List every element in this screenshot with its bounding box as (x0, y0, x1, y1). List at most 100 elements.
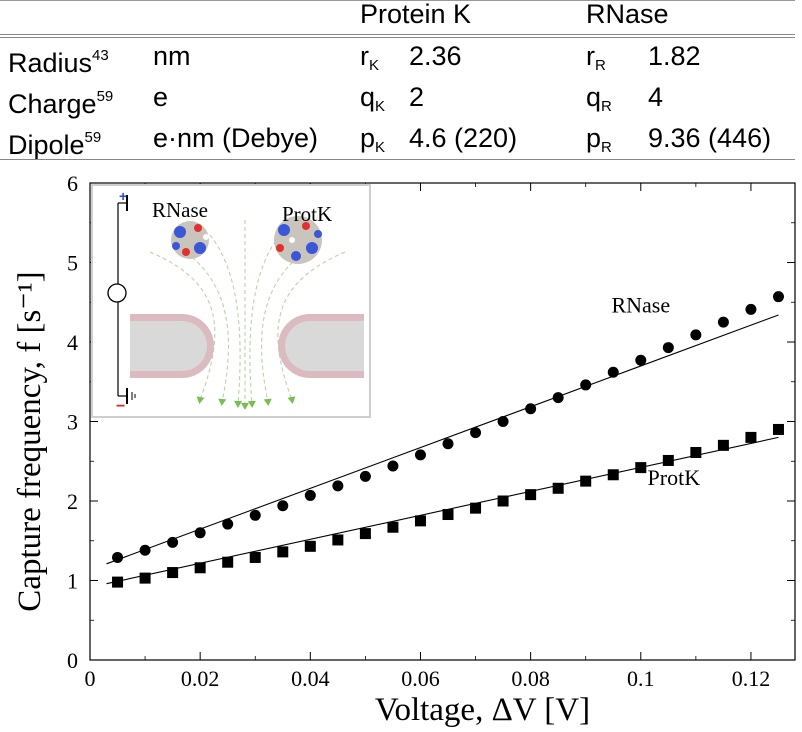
row-label: Dipole59 (8, 129, 102, 160)
point-rnase (139, 544, 151, 556)
x-tick-label: 0.04 (291, 666, 330, 691)
x-tick-label: 0.08 (511, 666, 550, 691)
point-rnase (359, 470, 371, 482)
y-tick-label: 2 (67, 489, 78, 514)
row-unit: e (153, 82, 169, 112)
point-protk (580, 475, 592, 487)
y-tick-label: 4 (67, 330, 78, 355)
k-symbol: qK (360, 82, 386, 115)
row-label: Radius43 (8, 47, 109, 78)
point-protk (112, 576, 124, 588)
k-value: 2.36 (409, 41, 462, 71)
header-rnase: RNase (586, 0, 669, 29)
row-label: Charge59 (8, 88, 114, 119)
point-rnase (635, 354, 647, 366)
point-protk (359, 528, 371, 540)
x-tick-label: 0.06 (401, 666, 440, 691)
table-bottom-rule (0, 159, 795, 160)
pore-schematic-inset: + − (91, 184, 371, 418)
x-tick-label: 0.12 (732, 666, 771, 691)
point-protk (222, 556, 234, 568)
point-protk (607, 469, 619, 481)
point-protk (414, 515, 426, 527)
y-tick-label: 1 (67, 569, 78, 594)
annotation-rnase: RNase (611, 293, 670, 318)
protk-molecule-icon (274, 216, 322, 264)
point-rnase (470, 427, 482, 439)
table-header-rule (0, 34, 795, 35)
inset-frame (91, 184, 371, 418)
r-symbol: pR (586, 123, 612, 156)
point-rnase (525, 403, 537, 415)
plus-sign: + (119, 188, 127, 204)
point-protk (662, 454, 674, 466)
point-rnase (772, 291, 784, 303)
point-protk (772, 423, 784, 435)
point-protk (442, 509, 454, 521)
point-protk (497, 495, 509, 507)
point-rnase (387, 460, 399, 472)
x-axis-label: Voltage, ΔV [V] (375, 692, 590, 728)
point-rnase (497, 416, 509, 427)
field-lines (149, 220, 346, 406)
point-protk (525, 489, 537, 501)
r-value: 4 (648, 82, 664, 112)
r-value: 9.36 (446) (648, 123, 772, 153)
y-tick-label: 3 (67, 410, 78, 435)
point-protk (167, 567, 179, 579)
k-value: 2 (409, 82, 425, 112)
y-tick-label: 6 (67, 171, 78, 196)
point-rnase (442, 438, 454, 450)
r-symbol: qR (586, 82, 612, 115)
data-points (112, 291, 784, 588)
r-value: 1.82 (648, 41, 701, 71)
point-protk (552, 482, 564, 494)
point-rnase (249, 509, 261, 521)
point-rnase (552, 392, 564, 404)
y-tick-label: 0 (67, 648, 78, 673)
capture-frequency-chart: 0 0.02 0.04 0.06 0.08 0.1 0.12 0 1 2 3 4 5 6 Voltage, … (12, 171, 796, 728)
y-axis-label: Capture frequency, f [s⁻¹] (12, 271, 48, 611)
point-protk (277, 546, 289, 558)
point-protk (249, 551, 261, 563)
point-protk (139, 572, 151, 584)
x-tick-label: 0.1 (627, 666, 655, 691)
point-protk (387, 521, 399, 533)
field-arrowheads (196, 396, 296, 410)
header-protein-k: Protein K (360, 0, 472, 29)
k-value: 4.6 (220) (409, 123, 518, 153)
fit-line-rnase (106, 314, 779, 565)
row-unit: e·nm (Debye) (153, 123, 319, 153)
table-top-rule (0, 0, 795, 1)
annotation-protk: ProtK (648, 465, 701, 490)
k-symbol: pK (360, 123, 386, 156)
y-tick-label: 5 (67, 251, 78, 276)
point-protk (304, 540, 316, 552)
point-rnase (662, 342, 674, 354)
point-rnase (580, 379, 592, 391)
inset-label-protk: ProtK (282, 202, 332, 226)
point-protk (470, 502, 482, 514)
point-rnase (745, 303, 757, 315)
r-symbol: rR (586, 41, 606, 74)
series-annotations: RNase ProtK (611, 293, 700, 491)
k-symbol: rK (360, 41, 380, 74)
point-protk (690, 447, 702, 459)
point-rnase (414, 449, 426, 461)
x-tick-label: 0.02 (181, 666, 220, 691)
fit-line-protk (106, 436, 779, 585)
point-protk (194, 562, 206, 574)
point-protk (717, 439, 729, 451)
point-rnase (167, 536, 179, 548)
minus-sign: − (116, 398, 125, 415)
point-rnase (277, 500, 289, 512)
x-tick-label: 0 (85, 666, 96, 691)
point-rnase (690, 329, 702, 341)
point-protk (635, 462, 647, 474)
properties-table: Protein K RNase Radius43 nm rK 2.36 rR 1.82 Ch… (0, 0, 802, 160)
row-unit: nm (153, 41, 191, 71)
point-rnase (717, 316, 729, 328)
ammeter-icon (107, 283, 127, 303)
point-rnase (112, 551, 124, 563)
rnase-molecule-icon (171, 221, 209, 259)
